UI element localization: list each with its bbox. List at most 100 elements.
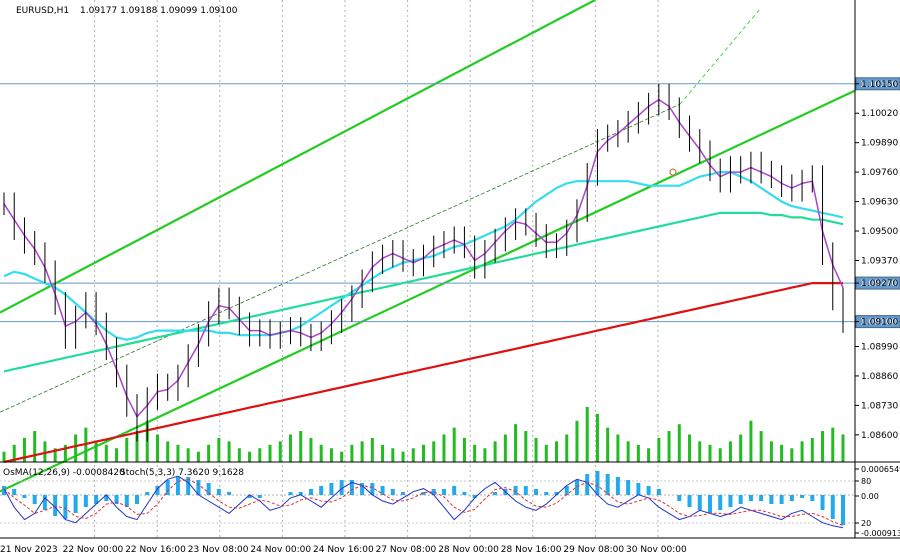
volume-bar <box>125 437 129 462</box>
volume-bar <box>74 434 78 462</box>
osma-bar <box>830 495 835 519</box>
osma-bar <box>380 486 385 495</box>
osma-bar <box>22 495 27 498</box>
time-tick-label: 23 Nov 08:00 <box>188 545 249 555</box>
volume-bar <box>401 451 405 462</box>
volume-bar <box>442 434 446 462</box>
osma-bar <box>738 495 743 504</box>
osma-bar <box>104 495 109 501</box>
osma-bar <box>585 474 590 495</box>
osma-bar <box>789 495 794 501</box>
osma-bar <box>319 486 324 495</box>
osma-bar <box>779 495 784 504</box>
volume-bar <box>831 427 835 462</box>
indicator-tick-label: 20 <box>861 519 871 528</box>
volume-bar <box>780 444 784 462</box>
volume-bar <box>769 441 773 462</box>
osma-bar <box>32 495 37 504</box>
osma-bar <box>401 492 406 495</box>
volume-bar <box>821 431 825 462</box>
osma-bar <box>646 486 651 495</box>
volume-bar <box>360 441 364 462</box>
osma-bar <box>206 483 211 495</box>
time-tick-label: 22 Nov 16:00 <box>125 545 186 555</box>
osma-bar <box>687 495 692 507</box>
osma-bar <box>441 489 446 495</box>
osma-bar <box>349 480 354 495</box>
time-tick-label: 24 Nov 00:00 <box>250 545 311 555</box>
ma-long-line <box>3 211 844 373</box>
osma-bar <box>728 495 733 507</box>
volume-bar <box>565 434 569 462</box>
price-tick-label: 1.09890 <box>861 139 898 149</box>
channel-lower-line <box>0 89 856 493</box>
volume-bar <box>810 437 814 462</box>
volume-bar <box>657 437 661 462</box>
volume-bar <box>647 448 651 462</box>
volume-bar <box>288 434 292 462</box>
osma-bar <box>841 495 845 525</box>
volume-bar <box>94 441 98 462</box>
volume-bar <box>759 431 763 462</box>
volume-bar <box>207 444 211 462</box>
volume-bar <box>544 444 548 462</box>
volume-bar <box>728 441 732 462</box>
level-price-label: 1.10150 <box>860 80 897 90</box>
volume-bar <box>248 451 252 462</box>
price-tick-label: 1.10020 <box>861 109 898 119</box>
volume-bar <box>309 437 313 462</box>
indicator-tick-label: 0.00 <box>861 492 879 501</box>
volume-bar <box>135 431 139 462</box>
osma-bar <box>656 489 661 495</box>
osma-bar <box>472 495 477 498</box>
volume-bar <box>688 434 692 462</box>
time-tick-label: 28 Nov 16:00 <box>501 545 562 555</box>
price-tick-label: 1.08600 <box>861 431 898 441</box>
volume-bar <box>104 444 108 462</box>
price-tick-label: 1.08860 <box>861 372 898 382</box>
ma-200-line <box>3 282 843 464</box>
price-tick-label: 1.10150 <box>861 80 898 90</box>
volume-bar <box>524 431 528 462</box>
osma-bar <box>216 489 221 495</box>
volume-bar <box>616 434 620 462</box>
osma-bar <box>288 492 293 495</box>
osma-bar <box>759 495 764 501</box>
trend-channels <box>0 0 856 493</box>
volume-bar <box>329 448 333 462</box>
volume-bar <box>227 441 231 462</box>
volume-bar <box>636 444 640 462</box>
volume-bar <box>422 444 425 462</box>
osma-bar <box>63 495 68 519</box>
osma-bar <box>339 480 344 495</box>
osma-bar <box>626 480 631 495</box>
osma-bar <box>748 495 753 501</box>
volume-bar <box>595 413 599 462</box>
osma-bar <box>370 483 375 495</box>
stoch-signal-line <box>3 478 844 526</box>
osma-bar <box>186 477 191 495</box>
time-tick-label: 24 Nov 16:00 <box>313 545 374 555</box>
volume-bar <box>677 424 681 462</box>
volume-bar <box>718 448 722 462</box>
osma-bar <box>595 471 600 495</box>
channel-mid-line <box>0 103 681 413</box>
level-price-label: 1.09270 <box>860 279 897 289</box>
osma-bar <box>564 486 569 495</box>
symbol-label: EURUSD,H1 <box>16 6 69 16</box>
osma-bar <box>165 480 170 495</box>
volume-bar <box>790 448 794 462</box>
stoch-main-line <box>3 475 844 529</box>
osma-bar <box>544 492 549 495</box>
osma-bar <box>12 489 17 495</box>
indicator-panel <box>0 471 855 529</box>
volume-bar <box>115 448 119 462</box>
price-tick-label: 1.09760 <box>861 168 898 178</box>
volume-bar <box>432 441 436 462</box>
volume-bar <box>186 448 190 462</box>
osma-bar <box>636 483 641 495</box>
volume-bar <box>585 407 589 462</box>
volume-bar <box>667 431 671 462</box>
